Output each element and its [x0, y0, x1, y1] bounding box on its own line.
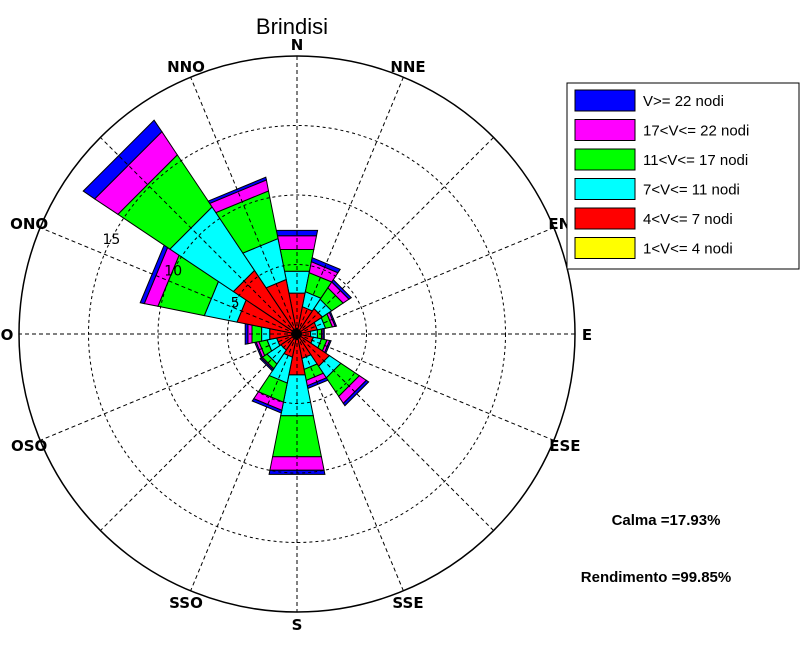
dir-label-nno: NNO — [167, 58, 205, 76]
wind-rose-petals — [82, 119, 370, 475]
petal-sso-bin-6 — [251, 398, 283, 414]
legend-swatch-6 — [574, 89, 636, 112]
spoke-ene — [39, 227, 555, 441]
dir-label-n: N — [291, 36, 304, 54]
petal-no-bin-6 — [82, 119, 163, 200]
dir-label-nne: NNE — [390, 58, 425, 76]
petal-ne-bin-6 — [331, 278, 353, 300]
dir-label-sso: SSO — [169, 594, 203, 612]
chart-title: Brindisi — [256, 14, 328, 39]
legend-swatch-3 — [574, 178, 636, 200]
dir-label-ono: ONO — [10, 215, 48, 233]
petal-se-bin-6 — [342, 379, 370, 407]
dir-label-o: O — [1, 326, 14, 344]
spoke-ne — [100, 137, 494, 531]
radial-tick-labels: 5 10 15 — [102, 232, 239, 311]
dir-label-s: S — [292, 616, 303, 634]
radial-tick-5: 5 — [231, 295, 240, 311]
spoke-ese — [39, 227, 555, 441]
petal-so-bin-6 — [259, 357, 274, 372]
spoke-se — [100, 137, 494, 531]
dir-label-e: E — [582, 326, 592, 344]
legend-label-1: 1<V<= 4 nodi — [643, 241, 733, 258]
spoke-sse — [190, 76, 404, 592]
legend-swatch-5 — [574, 119, 636, 141]
dir-label-oso: OSO — [11, 437, 47, 455]
legend-label-6: V>= 22 nodi — [643, 93, 724, 110]
radial-tick-10: 10 — [164, 264, 182, 280]
radial-tick-15: 15 — [102, 232, 120, 248]
dir-label-sse: SSE — [392, 594, 423, 612]
petal-e-bin-6 — [322, 328, 325, 340]
dir-label-ese: ESE — [549, 437, 580, 455]
legend-label-2: 4<V<= 7 nodi — [643, 211, 733, 228]
grid-circle-5 — [227, 264, 367, 404]
legend-swatch-1 — [574, 237, 636, 259]
polar-grid — [18, 55, 576, 613]
legend: V>= 22 nodi 17<V<= 22 nodi 11<V<= 17 nodi 7… — [566, 82, 800, 270]
petal-nno-bin-6 — [207, 176, 267, 205]
rendimento-note: Rendimento =99.85% — [581, 569, 731, 586]
legend-label-4: 11<V<= 17 nodi — [643, 152, 748, 169]
legend-swatch-2 — [574, 207, 636, 230]
calma-note: Calma =17.93% — [612, 512, 721, 529]
legend-label-3: 7<V<= 11 nodi — [643, 182, 740, 199]
spoke-nne — [190, 76, 404, 592]
legend-swatch-4 — [574, 148, 636, 171]
legend-label-5: 17<V<= 22 nodi — [643, 123, 749, 140]
